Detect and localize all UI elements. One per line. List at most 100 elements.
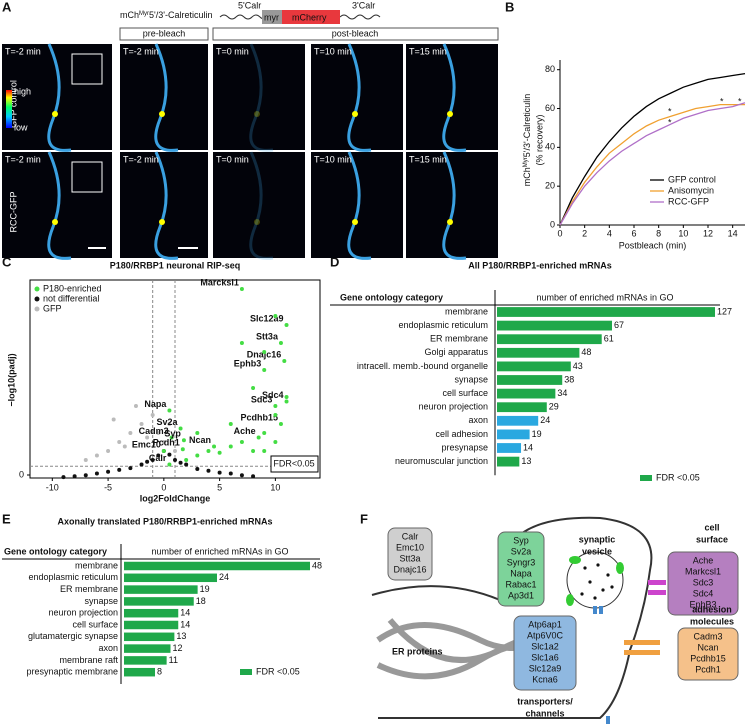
panel-label: C [2,254,12,269]
bar [124,561,310,571]
colorbar-label: high [14,86,31,96]
gene-name: Syp [513,535,529,545]
point [228,422,233,426]
point-label: Cadm3 [139,426,169,436]
point [161,449,166,453]
micrograph [2,44,112,150]
value-label: 43 [573,361,583,371]
gene-name: Stt3a [399,553,420,563]
point-label: Ncan [189,435,211,445]
label-part: Myr [523,157,529,167]
point [94,453,99,458]
point [145,459,150,464]
point [150,458,155,462]
x-tick-label: 2 [582,228,587,238]
point [167,422,172,426]
point [273,314,278,318]
roi [71,161,103,193]
header-box [212,27,499,41]
plot-frame [29,279,321,479]
neurite [347,151,372,260]
bar [124,573,217,583]
point [251,386,256,390]
hotspot [447,219,453,225]
x-axis-label: Postbleach (min) [619,240,687,250]
point [122,444,127,449]
point [278,341,283,345]
x-tick-label: 5 [217,482,222,492]
category-label: cell surface [72,619,118,629]
colorbar [6,90,12,128]
point [83,458,88,462]
construct-part: mCherry [292,12,327,22]
point-label: Ache [234,426,256,436]
legend-label: RCC-GFP [668,196,709,206]
micrograph [406,152,498,258]
point [184,458,189,462]
gene-name: Napa [510,568,532,578]
point [284,399,289,404]
point-label: Marcksl1 [200,277,239,287]
x-tick-label: 10 [270,482,280,492]
hotspot [447,111,453,117]
x-tick-label: 0 [557,228,562,238]
decoration [371,516,666,724]
panel-label: F [360,511,368,526]
value-label: 13 [521,456,531,466]
column-header: number of enriched mRNAs in GO [151,546,288,556]
legend-label: FDR <0.05 [256,666,300,676]
value-label: 14 [180,619,190,629]
label-part: mCh [120,10,139,20]
legend-label: not differential [43,293,99,303]
category-label: synapse [454,374,488,384]
er-label: ER proteins [392,646,443,656]
gene-name: Sv2a [511,546,532,556]
legend-swatch [640,475,652,481]
y-axis-label: −log10(padj) [6,353,16,406]
hotspot [352,111,358,117]
legend-label: Anisomycin [668,185,714,195]
point-label: Sdc4 [262,390,284,400]
category-label: membrane raft [59,655,118,665]
point [167,408,172,413]
point [251,449,256,453]
construct-part: 3'Calr [352,0,375,10]
construct-label: mChMyr5'/3'-Calreticulin [120,10,212,20]
point [178,460,183,465]
value-label: 12 [173,643,183,653]
group-title: adhesion [692,604,732,614]
value-label: 67 [614,320,624,330]
bar [124,667,155,677]
group-title: surface [696,534,728,544]
phase-header: post-bleach [332,28,379,38]
annotation: * [668,106,672,116]
bar [497,307,715,317]
x-tick-label: 10 [678,228,688,238]
point [228,444,233,449]
phase-header: pre-bleach [143,28,186,38]
point [206,468,211,473]
time-label: T=-2 min [5,154,41,164]
annotation: FDR<0.05 [273,458,314,468]
bar [497,415,539,426]
group-title: transporters/ [517,696,573,706]
point [156,453,161,458]
micrograph [2,152,112,258]
column-header: number of enriched mRNAs in GO [536,292,673,302]
value-label: 8 [157,667,162,677]
value-label: 18 [196,596,206,606]
point [106,449,111,453]
micrograph [311,152,403,258]
category-label: endoplasmic reticulum [28,572,118,582]
header-box [119,27,209,41]
point [273,413,278,417]
gene-name: Slc1a6 [531,652,559,662]
group-title: vesicle [582,546,612,556]
legend-swatch [34,286,40,292]
bar [497,456,520,467]
micrograph [213,44,305,150]
time-label: T=15 min [409,46,447,56]
time-label: T=-2 min [5,46,41,56]
gene-name: Markcsl1 [685,566,721,576]
gene-name: Atp6V0C [527,630,564,640]
